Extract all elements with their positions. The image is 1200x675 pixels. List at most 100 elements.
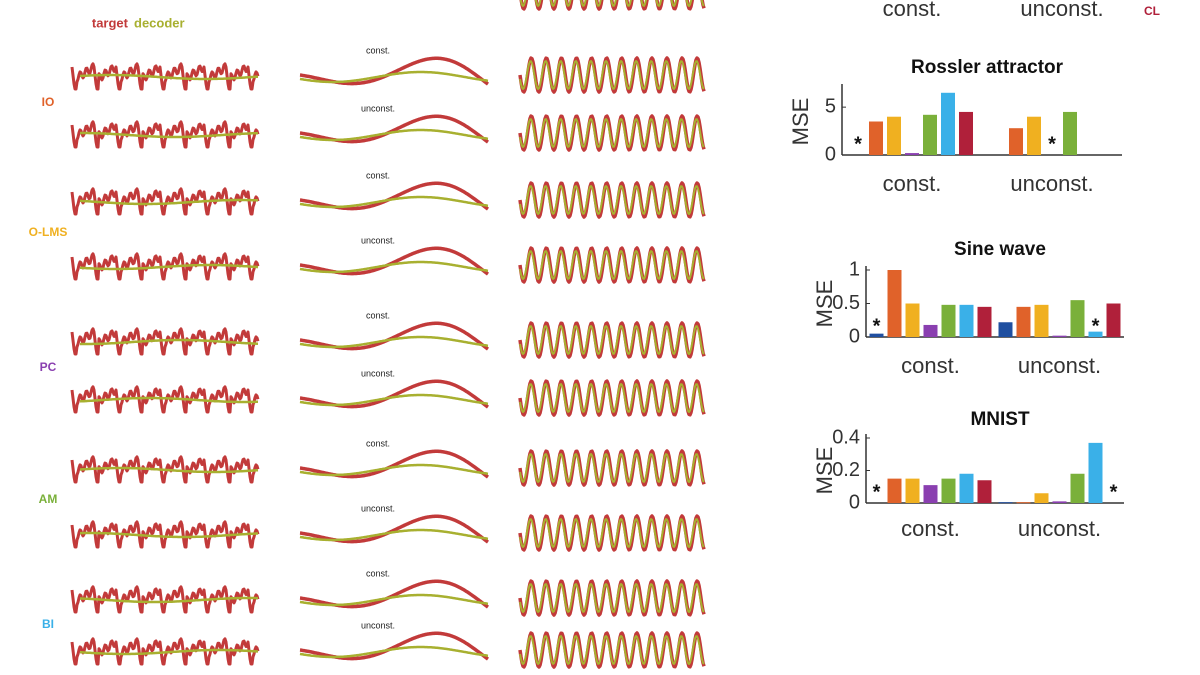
trace	[519, 518, 705, 548]
trace	[519, 118, 705, 148]
bar	[887, 270, 902, 337]
trace	[79, 596, 259, 604]
bar	[998, 502, 1013, 504]
trace	[299, 128, 489, 142]
trace	[299, 114, 490, 144]
trace-label: unconst.	[361, 235, 395, 245]
bar	[1016, 306, 1031, 337]
trace	[299, 335, 489, 349]
trace	[519, 60, 705, 90]
trace	[299, 379, 490, 409]
bar	[1034, 304, 1049, 337]
bar	[1070, 473, 1085, 503]
bar	[1034, 493, 1049, 503]
trace	[299, 514, 490, 544]
bar	[905, 478, 920, 503]
trace	[519, 0, 705, 7]
bar	[977, 306, 992, 337]
asterisk: *	[1110, 481, 1118, 503]
bar	[923, 114, 937, 155]
x-tick-label: const.	[901, 516, 960, 541]
trace	[299, 195, 489, 209]
trace	[79, 338, 259, 346]
trace	[299, 631, 490, 661]
trace	[79, 531, 259, 539]
trace	[299, 463, 489, 477]
trace	[299, 579, 490, 609]
trace	[299, 246, 490, 276]
trace-label: const.	[366, 568, 390, 578]
trace	[79, 466, 259, 474]
trace	[299, 181, 490, 211]
bar	[959, 304, 974, 337]
bar	[923, 485, 938, 503]
chart-title: Sine wave	[954, 239, 1046, 260]
asterisk: *	[1048, 133, 1056, 155]
y-tick-label: 0	[849, 491, 860, 513]
trace	[519, 325, 705, 355]
y-axis-label: MSE	[812, 447, 837, 495]
trace	[519, 185, 705, 215]
bar	[959, 473, 974, 503]
trace	[299, 645, 489, 659]
bar	[887, 116, 901, 155]
y-tick-label: 0	[849, 325, 860, 347]
trace	[299, 393, 489, 407]
trace-label: unconst.	[361, 368, 395, 378]
trace	[70, 520, 260, 549]
bar	[1088, 442, 1103, 503]
trace	[299, 56, 490, 86]
trace	[79, 396, 259, 404]
x-tick-label: unconst.	[1018, 516, 1101, 541]
y-tick-label: 0.4	[832, 426, 860, 448]
trace	[79, 131, 259, 139]
bar	[869, 333, 884, 337]
bar	[941, 92, 955, 155]
trace	[70, 455, 260, 484]
y-axis-label: MSE	[812, 280, 837, 328]
bar	[959, 111, 973, 155]
y-tick-label: 0.2	[832, 459, 860, 481]
bar	[923, 324, 938, 337]
trace-label: unconst.	[361, 620, 395, 630]
bar	[1009, 128, 1023, 155]
bar	[905, 303, 920, 337]
bar	[1063, 111, 1077, 155]
trace	[519, 453, 705, 483]
method-label: AM	[39, 492, 58, 506]
trace-label: const.	[366, 170, 390, 180]
trace	[299, 528, 489, 542]
trace	[70, 120, 260, 149]
asterisk: *	[873, 315, 881, 337]
method-label: O-LMS	[29, 225, 68, 239]
trace	[79, 648, 259, 656]
bar	[1052, 335, 1067, 337]
legend-target: target	[92, 15, 129, 30]
trace-label: const.	[366, 438, 390, 448]
trace	[79, 198, 259, 206]
bar	[887, 478, 902, 503]
method-label: PC	[40, 360, 57, 374]
bar	[905, 153, 919, 155]
method-label: BI	[42, 617, 54, 631]
trace	[299, 70, 489, 84]
method-label: IO	[42, 95, 55, 109]
bar	[1070, 300, 1085, 337]
trace-label: unconst.	[361, 103, 395, 113]
bar	[998, 322, 1013, 337]
bar	[941, 304, 956, 337]
bar	[941, 478, 956, 503]
asterisk: *	[1092, 315, 1100, 337]
bar	[1016, 502, 1031, 504]
x-tick-label: unconst.	[1010, 171, 1093, 196]
y-tick-label: 0.5	[832, 292, 860, 314]
asterisk: *	[873, 481, 881, 503]
y-axis-label: MSE	[788, 98, 813, 146]
bar	[977, 480, 992, 503]
cropped-category: unconst.	[1020, 0, 1103, 21]
trace	[70, 62, 260, 91]
bar	[1052, 501, 1067, 503]
trace	[299, 449, 490, 479]
asterisk: *	[854, 133, 862, 155]
